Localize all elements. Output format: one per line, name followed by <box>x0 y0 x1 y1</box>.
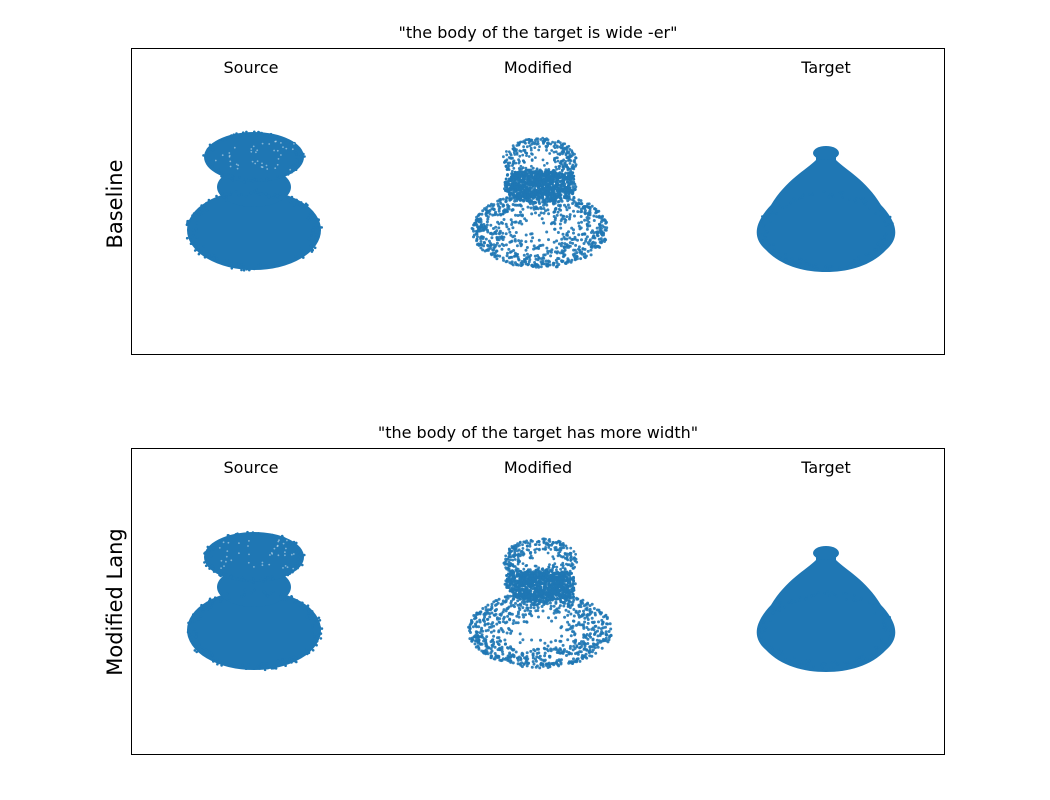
column-label-source: Source <box>223 58 279 77</box>
point-cloud-modified <box>470 136 609 269</box>
column-label-source: Source <box>223 458 279 477</box>
point-cloud-source <box>186 530 324 672</box>
point-cloud-target <box>756 146 896 272</box>
row-label: Baseline <box>103 159 127 249</box>
column-label-modified: Modified <box>503 458 573 477</box>
column-label-target: Target <box>801 58 851 77</box>
row-caption: "the body of the target is wide -er" <box>398 23 678 42</box>
row-caption: "the body of the target has more width" <box>377 423 699 442</box>
column-label-modified: Modified <box>503 58 573 77</box>
point-cloud-target <box>756 546 896 672</box>
row-label: Modified Lang <box>103 528 127 676</box>
axis-spine <box>131 482 132 722</box>
column-label-target: Target <box>801 458 851 477</box>
point-cloud-modified <box>467 537 613 670</box>
axis-spine <box>131 82 132 322</box>
point-cloud-source <box>185 130 323 272</box>
